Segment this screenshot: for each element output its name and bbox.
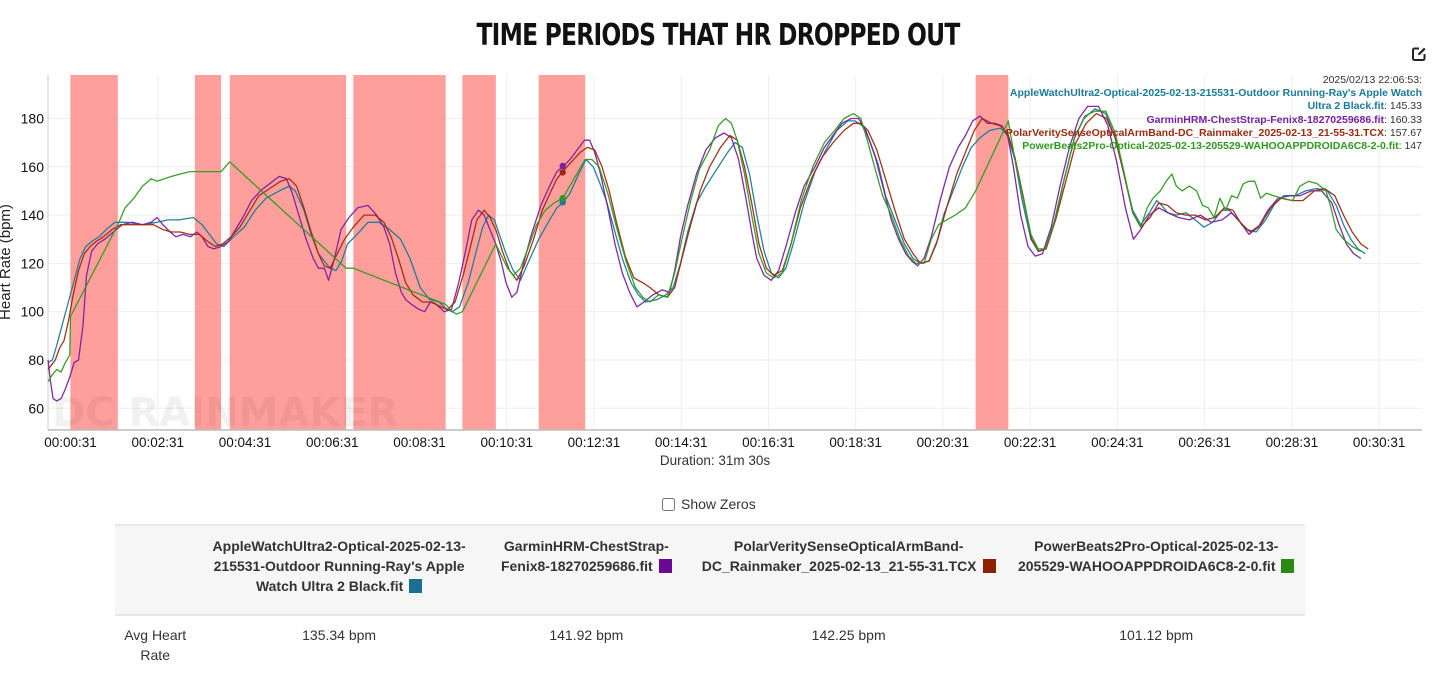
tooltip-marker (559, 194, 566, 202)
y-tick-label: 60 (28, 400, 44, 416)
y-tick-label: 180 (21, 110, 45, 126)
y-tick-label: 100 (21, 304, 45, 320)
stats-column-header: GarminHRM-ChestStrap-Fenix8-18270259686.… (482, 524, 690, 616)
dropout-band (538, 75, 586, 430)
dropout-band (70, 75, 118, 430)
y-tick-label: 160 (21, 159, 45, 175)
series-line-3 (47, 110, 1362, 383)
x-tick-label: 00:24:31 (1091, 435, 1144, 450)
x-tick-label: 00:02:31 (131, 435, 184, 450)
series-color-swatch (1281, 559, 1295, 573)
tooltip-marker (559, 169, 566, 176)
dropout-band (462, 75, 496, 430)
avg-hr-cell: 135.34 bpm (302, 627, 377, 643)
x-tick-label: 00:30:31 (1353, 435, 1406, 450)
x-axis-label: Duration: 31m 30s (660, 453, 771, 468)
show-zeros-label: Show Zeros (681, 496, 756, 512)
dropout-band (353, 75, 446, 430)
table-row: Avg Heart Rate 135.34 bpm 141.92 bpm 142… (115, 615, 1305, 674)
avg-hr-cell: 101.12 bpm (1119, 627, 1194, 643)
x-tick-label: 00:06:31 (306, 435, 359, 450)
dropout-band (194, 75, 222, 430)
chart-title: TIME PERIODS THAT HR DROPPED OUT (476, 18, 960, 53)
avg-hr-cell: 141.92 bpm (549, 627, 624, 643)
x-tick-label: 00:10:31 (480, 435, 533, 450)
series-color-swatch (982, 559, 996, 573)
x-tick-label: 00:18:31 (829, 435, 882, 450)
stats-table: AppleWatchUltra2-Optical-2025-02-13-2155… (115, 524, 1305, 674)
x-tick-label: 00:16:31 (742, 435, 795, 450)
dropout-band (229, 75, 347, 430)
series-color-swatch (658, 559, 672, 573)
avg-hr-cell: 142.25 bpm (811, 627, 886, 643)
x-tick-label: 00:14:31 (655, 435, 708, 450)
stats-corner-cell (115, 524, 196, 616)
heart-rate-chart[interactable]: DC RAINMAKER 60 80 100 120 140 160 180 00:00:31 0… (0, 60, 1436, 480)
dropout-band (975, 75, 1009, 430)
edit-square-icon[interactable] (1411, 46, 1427, 62)
stats-column-header: AppleWatchUltra2-Optical-2025-02-13-2155… (195, 524, 483, 616)
y-tick-label: 140 (21, 207, 45, 223)
show-zeros-toggle[interactable]: Show Zeros (662, 496, 756, 512)
show-zeros-checkbox[interactable] (662, 497, 675, 511)
series-color-swatch (409, 579, 423, 593)
watermark: DC RAINMAKER (52, 390, 398, 436)
stats-column-header: PowerBeats2Pro-Optical-2025-02-13-205529… (1007, 524, 1305, 616)
x-tick-label: 00:22:31 (1004, 435, 1057, 450)
x-tick-label: 00:00:31 (44, 435, 97, 450)
x-tick-label: 00:04:31 (219, 435, 272, 450)
y-axis-label: Heart Rate (bpm) (0, 204, 14, 320)
series-line-0 (47, 108, 1366, 363)
series-line-1 (47, 105, 1362, 402)
stats-header-row: AppleWatchUltra2-Optical-2025-02-13-2155… (115, 524, 1305, 616)
x-tick-label: 00:12:31 (568, 435, 621, 450)
stats-column-header: PolarVeritySenseOpticalArmBand-DC_Rainma… (689, 524, 1008, 616)
x-tick-label: 00:08:31 (393, 435, 446, 450)
x-tick-label: 00:26:31 (1178, 435, 1231, 450)
y-tick-label: 80 (28, 352, 44, 368)
x-tick-label: 00:20:31 (917, 435, 970, 450)
row-label: Avg Heart Rate (124, 627, 187, 663)
x-tick-label: 00:28:31 (1266, 435, 1319, 450)
tooltip-marker (559, 162, 566, 170)
y-tick-label: 120 (21, 255, 45, 271)
